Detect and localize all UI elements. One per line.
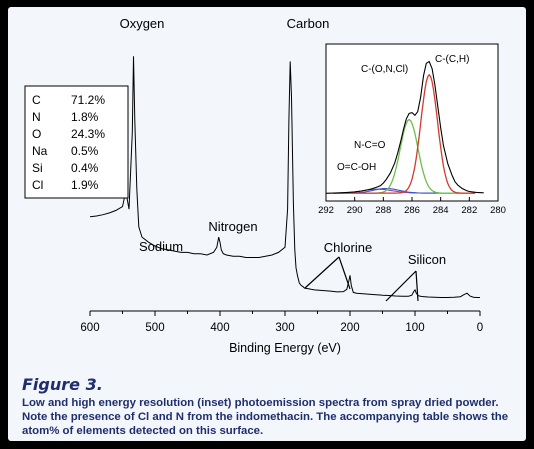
survey-tick-label: 400 (210, 322, 229, 334)
spectrum-chart: 600 500 400 300 200 100 0 Binding Energy (eV) … (24, 16, 506, 355)
fit-curve-c-ch (333, 73, 476, 194)
table-element: Cl (32, 178, 43, 192)
figure-caption: Figure 3. Low and high energy resolution… (22, 375, 522, 438)
table-element: C (32, 93, 41, 107)
figure-panel: 600 500 400 300 200 100 0 Binding Energy (eV) … (8, 7, 526, 441)
inset-label-n-co: N-C=O (354, 140, 386, 151)
survey-tick-label: 500 (145, 322, 164, 334)
figure-label: Figure 3. (22, 375, 103, 394)
composition-table: C 71.2% N 1.8% O 24.3% Na 0.5% Si 0.4% Cl 1.9% (24, 85, 129, 199)
chlorine-pointer (304, 256, 351, 290)
inset-tick-label: 290 (347, 205, 363, 216)
inset-label-o-coh: O=C-OH (337, 162, 376, 173)
table-element: O (32, 127, 41, 141)
survey-x-axis-label: Binding Energy (eV) (229, 341, 341, 355)
survey-tick-label: 0 (477, 322, 483, 334)
table-value: 0.4% (71, 161, 99, 175)
figure-caption-text: Low and high energy resolution (inset) p… (22, 397, 509, 437)
survey-ticks: 600 500 400 300 200 100 0 (80, 311, 483, 334)
survey-tick-label: 300 (275, 322, 294, 334)
peak-label-oxygen: Oxygen (120, 16, 165, 31)
table-value: 1.9% (71, 178, 99, 192)
table-element: Na (32, 144, 48, 158)
peak-label-sodium: Sodium (139, 239, 183, 254)
table-value: 0.5% (71, 144, 99, 158)
survey-tick-label: 200 (340, 322, 359, 334)
inset-tick-label: 282 (461, 205, 477, 216)
inset-tick-label: 288 (375, 205, 391, 216)
inset-tick-label: 286 (404, 205, 420, 216)
table-value: 24.3% (71, 127, 105, 141)
inset-tick-label: 284 (433, 205, 449, 216)
inset-tick-label: 280 (490, 205, 506, 216)
silicon-pointer (385, 270, 419, 302)
table-value: 1.8% (71, 110, 99, 124)
peak-label-chlorine: Chlorine (324, 240, 372, 255)
table-element: Si (32, 161, 43, 175)
peak-label-nitrogen: Nitrogen (208, 219, 257, 234)
survey-tick-label: 100 (405, 322, 424, 334)
peak-label-carbon: Carbon (287, 16, 330, 31)
inset-tick-label: 292 (318, 205, 334, 216)
inset-ticks: 292 290 288 286 284 282 280 (318, 197, 506, 216)
survey-tick-label: 600 (80, 322, 99, 334)
inset-label-c-onc: C-(O,N,Cl) (361, 64, 408, 75)
table-value: 71.2% (71, 93, 105, 107)
inset-spectrum-line (325, 60, 484, 194)
survey-spectrum-line (89, 56, 480, 298)
table-element: N (32, 110, 41, 124)
peak-label-silicon: Silicon (408, 252, 446, 267)
inset-label-c-ch: C-(C,H) (435, 54, 469, 65)
